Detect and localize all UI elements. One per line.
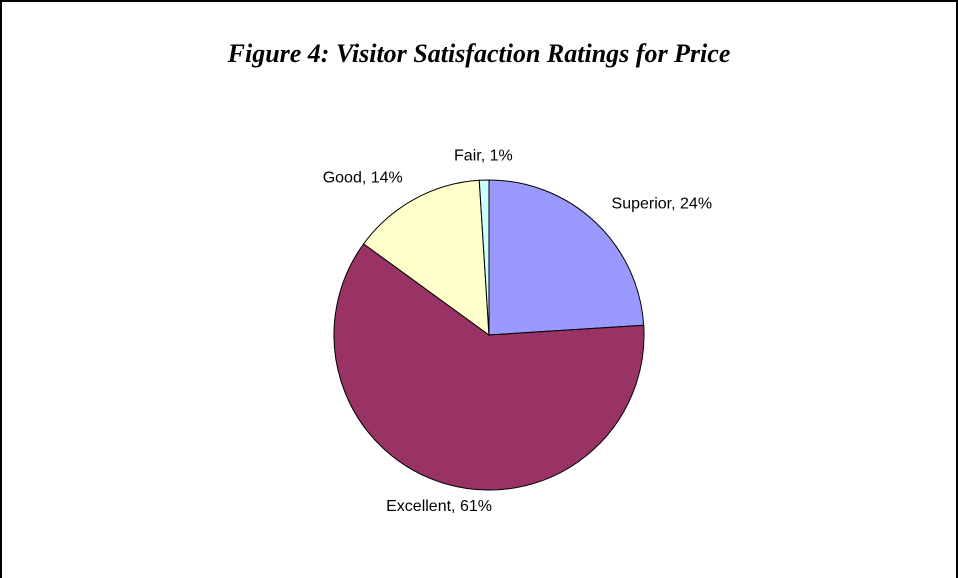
data-label: Excellent, 61% — [386, 498, 492, 515]
pie-slice — [333, 243, 645, 491]
data-label: Fair, 1% — [454, 147, 513, 164]
pie-slice — [362, 179, 490, 337]
pie-slice — [478, 179, 490, 336]
pie-slice — [488, 179, 645, 336]
data-label: Superior, 24% — [612, 196, 713, 213]
data-label: Good, 14% — [323, 169, 403, 186]
chart-title: Figure 4: Visitor Satisfaction Ratings f… — [227, 39, 731, 68]
